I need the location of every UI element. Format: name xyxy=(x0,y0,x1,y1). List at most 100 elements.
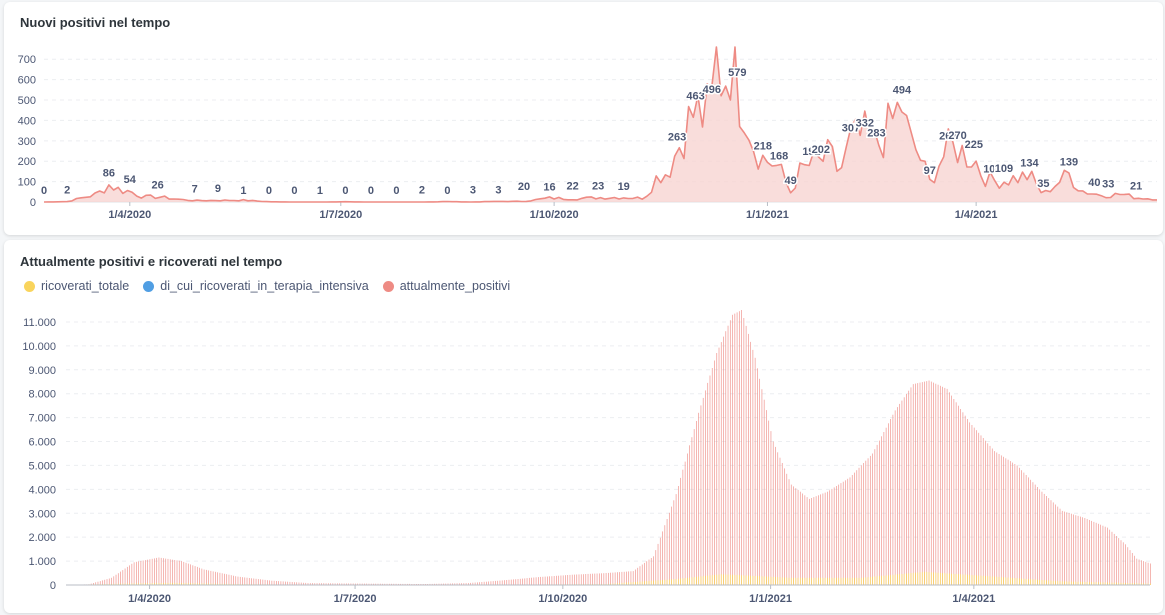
bar-attualmente-positivi xyxy=(901,400,903,585)
bar-attualmente-positivi xyxy=(513,579,514,585)
bar-ricoverati-totale xyxy=(210,583,212,585)
bar-attualmente-positivi xyxy=(610,572,611,585)
data-label: 192 xyxy=(802,146,820,158)
bar-attualmente-positivi xyxy=(438,583,440,585)
bar-attualmente-positivi xyxy=(226,574,228,585)
bar-attualmente-positivi xyxy=(282,581,284,585)
bar-attualmente-positivi xyxy=(1055,504,1056,585)
bar-ricoverati-totale xyxy=(1028,579,1029,585)
bar-attualmente-positivi xyxy=(612,572,614,585)
bar-attualmente-positivi xyxy=(156,557,158,585)
legend-item[interactable]: di_cui_ricoverati_in_terapia_intensiva xyxy=(143,279,369,293)
bar-attualmente-positivi xyxy=(955,402,957,585)
x-tick-label: 1/4/2020 xyxy=(128,593,171,605)
bar-attualmente-positivi xyxy=(296,582,298,585)
bar-attualmente-positivi xyxy=(206,569,207,585)
y-tick-label: 1.000 xyxy=(28,556,56,568)
bar-ricoverati-totale xyxy=(623,582,625,585)
bar-attualmente-positivi xyxy=(142,560,144,585)
bar-ricoverati-totale xyxy=(883,575,885,585)
bar-attualmente-positivi xyxy=(822,493,824,585)
bar-attualmente-positivi xyxy=(915,383,916,585)
bar-ricoverati-totale xyxy=(133,583,135,585)
bar-attualmente-positivi xyxy=(1143,561,1144,585)
bar-attualmente-positivi xyxy=(750,341,751,585)
data-label: 0 xyxy=(444,185,450,197)
bar-ricoverati-totale xyxy=(863,577,864,585)
bar-ricoverati-totale xyxy=(1007,577,1009,585)
bar-attualmente-positivi xyxy=(1107,527,1108,585)
bar-ricoverati-totale xyxy=(833,577,835,585)
bar-attualmente-positivi xyxy=(831,488,833,585)
series-area xyxy=(44,47,1157,202)
bar-ricoverati-totale xyxy=(158,583,160,585)
bar-attualmente-positivi xyxy=(1048,498,1050,585)
bar-attualmente-positivi xyxy=(594,573,596,585)
bar-ricoverati-totale xyxy=(854,577,855,585)
bar-attualmente-positivi xyxy=(266,580,268,585)
bar-attualmente-positivi xyxy=(138,561,139,585)
bar-ricoverati-totale xyxy=(707,575,709,585)
bar-ricoverati-totale xyxy=(1129,583,1131,585)
bar-attualmente-positivi xyxy=(598,573,600,585)
bar-attualmente-positivi xyxy=(1122,542,1124,585)
bar-ricoverati-totale xyxy=(111,583,112,585)
bar-attualmente-positivi xyxy=(1095,522,1097,585)
legend-item[interactable]: ricoverati_totale xyxy=(24,279,129,293)
legend-item[interactable]: attualmente_positivi xyxy=(382,279,510,293)
bar-ricoverati-totale xyxy=(1048,580,1050,585)
data-label: 109 xyxy=(995,163,1013,175)
bar-ricoverati-totale xyxy=(937,572,939,585)
bar-attualmente-positivi xyxy=(982,438,984,585)
bar-ricoverati-totale xyxy=(113,583,115,585)
bar-attualmente-positivi xyxy=(237,576,239,585)
y-tick-label: 400 xyxy=(18,115,36,127)
bar-ricoverati-totale xyxy=(217,583,219,585)
bar-ricoverati-totale xyxy=(813,577,815,585)
bar-ricoverati-totale xyxy=(1016,578,1018,585)
bar-attualmente-positivi xyxy=(384,583,386,585)
bar-attualmente-positivi xyxy=(910,387,912,585)
bar-ricoverati-totale xyxy=(1039,579,1041,585)
bar-attualmente-positivi xyxy=(524,578,526,585)
bar-attualmente-positivi xyxy=(1068,513,1070,585)
bar-ricoverati-totale xyxy=(1066,581,1068,585)
bar-attualmente-positivi xyxy=(1118,538,1120,585)
bar-ricoverati-totale xyxy=(1089,582,1090,585)
bar-ricoverati-totale xyxy=(1057,581,1059,585)
bar-attualmente-positivi xyxy=(714,360,715,585)
bar-attualmente-positivi xyxy=(725,331,727,585)
bar-ricoverati-totale xyxy=(619,583,620,585)
bar-ricoverati-totale xyxy=(980,575,982,585)
bar-ricoverati-totale xyxy=(226,583,228,585)
bar-attualmente-positivi xyxy=(1059,508,1061,585)
bar-attualmente-positivi xyxy=(212,571,214,585)
bar-attualmente-positivi xyxy=(939,385,941,585)
bar-attualmente-positivi xyxy=(124,568,126,585)
bar-attualmente-positivi xyxy=(1037,487,1038,585)
data-label: 202 xyxy=(812,144,830,156)
bar-ricoverati-totale xyxy=(1005,577,1007,585)
bar-attualmente-positivi xyxy=(312,583,313,585)
bar-ricoverati-totale xyxy=(906,573,907,585)
bar-attualmente-positivi xyxy=(106,579,108,585)
bar-ricoverati-totale xyxy=(176,583,178,585)
data-label: 20 xyxy=(518,181,530,193)
bar-attualmente-positivi xyxy=(705,390,706,585)
bar-attualmente-positivi xyxy=(707,382,709,585)
bar-attualmente-positivi xyxy=(366,583,368,585)
bar-ricoverati-totale xyxy=(949,573,950,585)
bar-attualmente-positivi xyxy=(781,463,783,585)
bar-attualmente-positivi xyxy=(97,581,99,585)
bar-ricoverati-totale xyxy=(718,574,720,585)
bar-attualmente-positivi xyxy=(271,580,273,585)
bar-ricoverati-totale xyxy=(888,575,889,585)
bar-attualmente-positivi xyxy=(472,582,474,585)
data-label: 307 xyxy=(842,122,860,134)
bar-attualmente-positivi xyxy=(402,583,404,585)
bar-attualmente-positivi xyxy=(355,583,356,585)
chart-legend: ricoverati_totale di_cui_ricoverati_in_t… xyxy=(24,279,510,293)
bar-ricoverati-totale xyxy=(194,583,196,585)
bar-attualmente-positivi xyxy=(646,561,648,585)
bar-attualmente-positivi xyxy=(452,583,453,585)
